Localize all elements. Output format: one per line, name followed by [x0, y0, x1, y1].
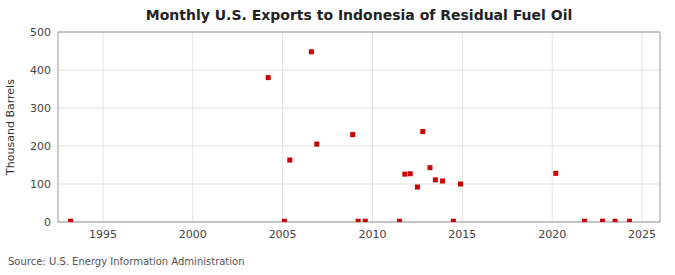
- point: [458, 182, 463, 187]
- point: [451, 219, 456, 222]
- title: Monthly U.S. Exports to Indonesia of Res…: [146, 7, 573, 23]
- y-grid-line: [58, 184, 660, 185]
- x-grid-line: [282, 32, 283, 222]
- source-note: Source: U.S. Energy Information Administ…: [8, 256, 245, 267]
- plot-frame: [58, 32, 660, 222]
- point: [408, 171, 413, 176]
- point: [309, 49, 314, 54]
- x-tick-label: 2015: [448, 228, 476, 241]
- point: [287, 158, 292, 163]
- point: [314, 142, 319, 147]
- y-tick-label: 500: [30, 26, 51, 39]
- point: [356, 219, 361, 222]
- x-grid-line: [192, 32, 193, 222]
- point: [440, 178, 445, 183]
- point: [266, 75, 271, 80]
- y-tick-label: 0: [44, 216, 51, 229]
- point: [415, 185, 420, 190]
- x-tick-label: 2020: [538, 228, 566, 241]
- axes: 0 100 200 300 400 500 1995 2000 2005 2010 2015 2020…: [30, 26, 660, 241]
- point: [363, 219, 368, 222]
- x-grid-line: [102, 32, 103, 222]
- chart-svg: 0 100 200 300 400 500 1995 2000 2005 2010 2015 2020…: [0, 0, 675, 275]
- plot-background: [58, 32, 660, 222]
- y-tick-label: 400: [30, 64, 51, 77]
- point: [553, 171, 558, 176]
- y-tick-label: 200: [30, 140, 51, 153]
- x-tick-label: 2005: [269, 228, 297, 241]
- y-grid-line: [58, 108, 660, 109]
- point: [397, 219, 402, 222]
- y-grid-line: [58, 146, 660, 147]
- x-grid-line: [462, 32, 463, 222]
- point: [613, 219, 618, 222]
- x-grid-line: [642, 32, 643, 222]
- point: [627, 219, 632, 222]
- x-tick-label: 2025: [628, 228, 656, 241]
- point: [282, 219, 287, 222]
- point: [420, 129, 425, 134]
- x-tick-label: 2010: [358, 228, 386, 241]
- point: [427, 165, 432, 170]
- point: [600, 219, 605, 222]
- point: [433, 177, 438, 182]
- point: [350, 132, 355, 137]
- page: {"chart_data": {"type": "scatter", "titl…: [0, 0, 675, 275]
- points: [68, 49, 632, 222]
- x-grid-line: [372, 32, 373, 222]
- x-tick-label: 1995: [89, 228, 117, 241]
- point: [402, 172, 407, 177]
- y-tick-label: 100: [30, 178, 51, 191]
- chart-container: 0 100 200 300 400 500 1995 2000 2005 2010 2015 2020…: [0, 0, 675, 275]
- y-tick-label: 300: [30, 102, 51, 115]
- point: [582, 219, 587, 222]
- x-tick-label: 2000: [179, 228, 207, 241]
- grid: [58, 32, 660, 222]
- y-axis-label: Thousand Barrels: [4, 79, 17, 176]
- point: [68, 219, 73, 222]
- y-grid-line: [58, 70, 660, 71]
- x-grid-line: [552, 32, 553, 222]
